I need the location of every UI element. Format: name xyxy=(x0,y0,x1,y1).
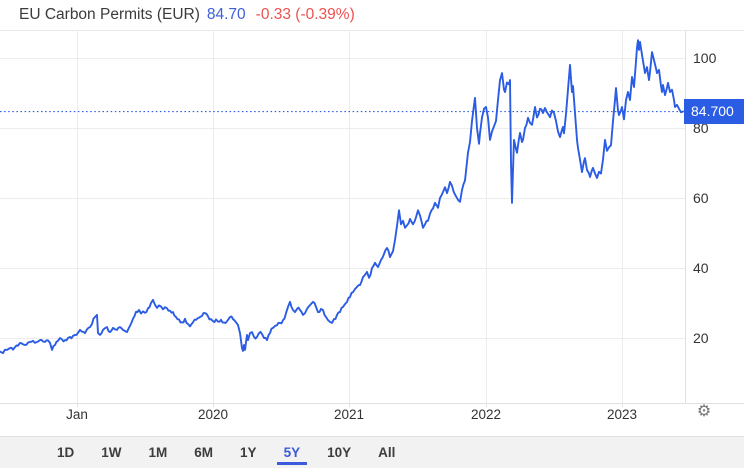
price-change: -0.33 (-0.39%) xyxy=(255,6,355,23)
range-toolbar: 1D 1W 1M 6M 1Y 5Y 10Y All xyxy=(0,436,744,468)
chart-header: EU Carbon Permits (EUR) 84.70 -0.33 (-0.… xyxy=(0,0,744,31)
range-button-5y[interactable]: 5Y xyxy=(276,441,308,465)
range-button-1m[interactable]: 1M xyxy=(142,441,175,465)
range-button-1w[interactable]: 1W xyxy=(94,441,128,465)
range-button-6m[interactable]: 6M xyxy=(187,441,220,465)
x-axis-tick-label: 2022 xyxy=(470,407,502,422)
price-chart-svg xyxy=(0,31,744,407)
range-button-1y[interactable]: 1Y xyxy=(233,441,264,465)
y-axis-tick-label: 100 xyxy=(693,50,717,66)
range-button-all[interactable]: All xyxy=(371,441,402,465)
y-axis-tick-label: 60 xyxy=(693,190,709,206)
x-axis-tick-label: Jan xyxy=(66,407,88,422)
price-series-line xyxy=(0,39,684,355)
y-axis-tick-label: 80 xyxy=(693,120,709,136)
x-axis-tick-label: 2021 xyxy=(333,407,365,422)
last-price: 84.70 xyxy=(206,6,246,23)
settings-gear-icon[interactable]: ⚙ xyxy=(696,403,712,420)
y-axis-tick-label: 40 xyxy=(693,260,709,276)
x-axis-tick-label: 2020 xyxy=(197,407,229,422)
x-axis-tick-label: 2023 xyxy=(606,407,638,422)
chart-plot-area[interactable] xyxy=(0,31,744,408)
range-button-10y[interactable]: 10Y xyxy=(320,441,358,465)
range-button-1d[interactable]: 1D xyxy=(50,441,81,465)
y-axis-tick-label: 20 xyxy=(693,330,709,346)
current-price-label: 84.700 xyxy=(684,99,744,124)
instrument-title: EU Carbon Permits (EUR) xyxy=(19,6,200,23)
